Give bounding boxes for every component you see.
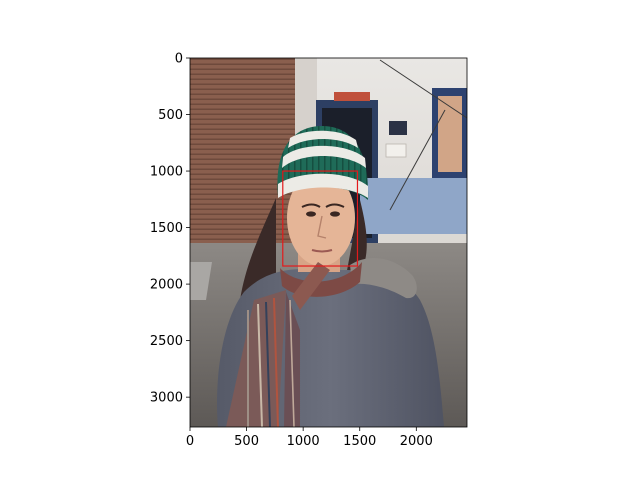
y-tick-label: 1500	[150, 221, 183, 236]
x-tick-label: 0	[186, 434, 194, 449]
x-tick-label: 1000	[287, 434, 320, 449]
x-tick-label: 500	[234, 434, 259, 449]
y-tick-label: 1000	[150, 165, 183, 180]
photo-image	[190, 58, 467, 427]
y-tick-label: 2500	[150, 334, 183, 349]
face-bounding-box	[282, 170, 359, 267]
x-tick-label: 2000	[400, 434, 433, 449]
y-tick-label: 0	[175, 52, 183, 67]
y-axis-ticks: 0 500 1000 1500 2000 2500 3000	[150, 52, 190, 406]
x-axis-ticks: 0 500 1000 1500 2000	[186, 427, 433, 449]
y-tick-label: 3000	[150, 391, 183, 406]
x-tick-label: 1500	[343, 434, 376, 449]
y-tick-label: 500	[158, 108, 183, 123]
axes-frame	[189, 57, 468, 428]
y-tick-label: 2000	[150, 278, 183, 293]
